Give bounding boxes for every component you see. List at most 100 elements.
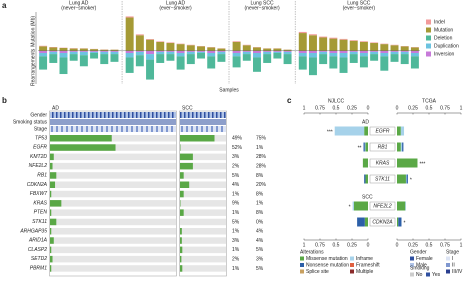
row-background (50, 153, 176, 161)
panel-label: a (2, 1, 7, 10)
bar-segment (166, 54, 175, 61)
legend-swatch (426, 272, 430, 277)
bar-segment (308, 35, 317, 51)
bar-segment (359, 50, 368, 53)
bar-segment (176, 56, 185, 70)
tick-label: 1 (460, 242, 463, 248)
percentage: 49% (232, 136, 243, 142)
alteration-bar (50, 172, 57, 179)
bar-segment (380, 56, 389, 71)
bar-segment (357, 217, 365, 227)
bar-segment (329, 38, 338, 51)
bar-segment (156, 51, 165, 55)
tick-label: 0.5 (333, 242, 340, 248)
bar-segment (232, 41, 241, 51)
group-header: AD (52, 105, 59, 111)
gene-label: RB1 (378, 144, 388, 150)
alteration-bar (50, 228, 52, 235)
bar-segment (390, 50, 399, 52)
alteration-bar (180, 265, 183, 272)
cohort-label: TCGA (422, 98, 437, 104)
grid-frame (49, 110, 177, 277)
bar-segment (363, 142, 365, 152)
legend-swatch (300, 256, 304, 261)
gene-label: CDKN2A (27, 182, 48, 188)
bar-segment (410, 52, 419, 57)
gene-box (369, 201, 396, 211)
row-background (50, 200, 176, 207)
alteration-bar (180, 172, 184, 179)
bar-segment (380, 50, 389, 53)
legend-label: Male (416, 262, 427, 268)
bar-segment (397, 142, 401, 152)
bar-segment (329, 37, 338, 39)
bar-segment (232, 50, 241, 53)
bar-segment (217, 48, 226, 51)
panel-label: c (287, 96, 292, 105)
bar-segment (166, 42, 175, 44)
bar-segment (380, 44, 389, 51)
group-header: SCC (182, 105, 193, 111)
row-background (180, 228, 226, 235)
percentage: 4% (232, 182, 240, 188)
percentage: 3% (232, 154, 240, 160)
gene-label: CLASP2 (28, 247, 47, 253)
bar-segment (166, 43, 175, 51)
legend-swatch (426, 51, 431, 57)
bar-segment (156, 50, 165, 52)
bar-segment (125, 17, 134, 51)
bar-segment (400, 126, 405, 136)
grid-frame (179, 110, 227, 277)
bar-segment (319, 54, 328, 65)
bar-segment (69, 48, 78, 51)
bar-segment (197, 46, 205, 51)
gene-box (369, 174, 396, 184)
row-background (180, 200, 226, 207)
row-background (50, 190, 176, 198)
alteration-bar (50, 255, 53, 263)
percentage: 8% (256, 210, 264, 216)
bar-segment (242, 45, 251, 51)
percentage: 75% (256, 136, 267, 142)
gene-label: FBXW7 (30, 191, 47, 197)
row-background (180, 181, 226, 188)
alteration-bar (180, 255, 182, 263)
alteration-bar (50, 190, 52, 198)
alteration-bar (50, 265, 52, 272)
bar-segment (146, 59, 155, 80)
bar-segment (110, 49, 119, 51)
bar-segment (100, 54, 109, 65)
group-label: SCC (362, 194, 373, 200)
gene-label: STK11 (32, 219, 47, 225)
bar-segment (349, 51, 358, 55)
bar-segment (253, 52, 261, 58)
bar-segment (125, 50, 134, 53)
covariate-row (50, 126, 176, 132)
bar-segment (364, 142, 366, 152)
bar-segment (253, 47, 261, 51)
bar-segment (176, 52, 185, 57)
gene-label: EGFR (376, 128, 390, 134)
bar-segment (359, 56, 368, 68)
bar-segment (353, 201, 368, 211)
bar-segment (232, 56, 241, 68)
alteration-bar (180, 237, 182, 244)
legend-swatch (446, 263, 450, 267)
legend-swatch (426, 43, 431, 49)
tick-label: 1 (303, 105, 306, 111)
alteration-bar (50, 144, 116, 151)
bar-segment (319, 51, 328, 55)
group-note: (ever−smoker) (159, 5, 192, 11)
bar-segment (397, 126, 401, 136)
bar-segment (135, 55, 144, 67)
bar-segment (59, 48, 68, 51)
percentage: 28% (256, 164, 267, 170)
legend-swatch (446, 269, 450, 274)
legend-label: Splice site (306, 269, 329, 275)
bar-segment (125, 16, 134, 18)
gene-box (369, 158, 396, 168)
alteration-bar (50, 153, 54, 161)
legend-label: Female (416, 256, 433, 262)
row-background (50, 228, 176, 235)
bar-segment (400, 54, 409, 65)
